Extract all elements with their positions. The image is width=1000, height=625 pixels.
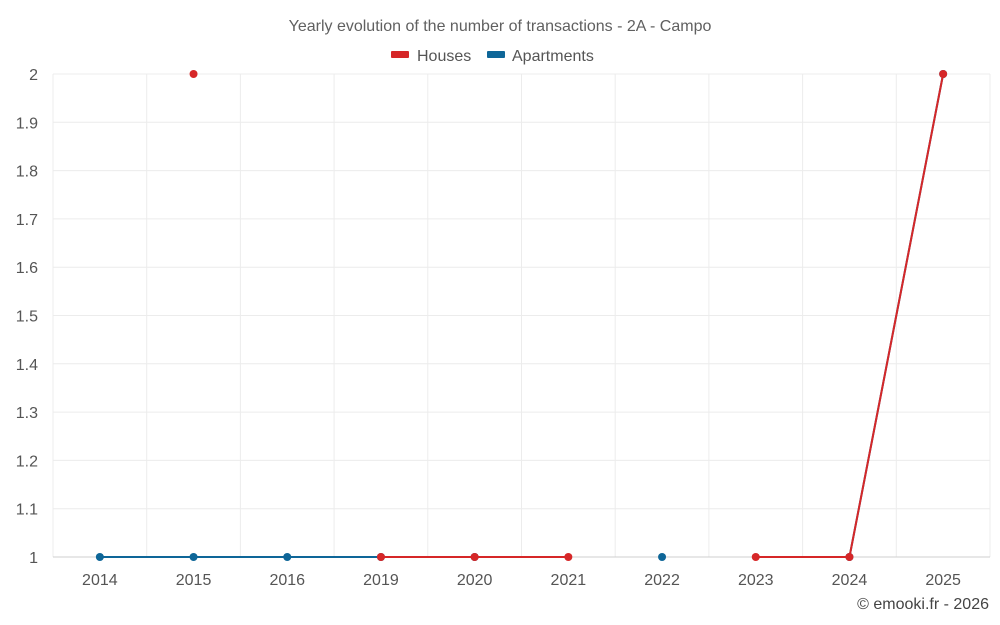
copyright-credit: © emooki.fr - 2026 xyxy=(857,596,989,613)
data-point-houses[interactable] xyxy=(751,553,760,561)
y-tick-label: 1.6 xyxy=(16,260,38,277)
y-tick-label: 2 xyxy=(29,67,38,84)
y-tick-label: 1.4 xyxy=(16,357,38,374)
y-tick-label: 1 xyxy=(29,550,38,567)
data-point-houses[interactable] xyxy=(376,553,385,561)
data-point-houses[interactable] xyxy=(845,553,854,561)
grid xyxy=(52,73,991,558)
x-tick-label: 2020 xyxy=(457,572,493,589)
legend-label-houses: Houses xyxy=(417,48,471,65)
y-tick-label: 1.7 xyxy=(16,212,38,229)
y-tick-label: 1.3 xyxy=(16,405,38,422)
x-tick-label: 2015 xyxy=(176,572,212,589)
y-tick-label: 1.1 xyxy=(16,502,38,519)
series-line-houses xyxy=(848,73,945,558)
legend: Houses Apartments xyxy=(391,48,594,65)
data-point-apartments[interactable] xyxy=(658,553,667,561)
x-tick-label: 2016 xyxy=(269,572,305,589)
data-point-apartments[interactable] xyxy=(283,553,292,561)
x-tick-label: 2023 xyxy=(738,572,774,589)
chart-title: Yearly evolution of the number of transa… xyxy=(289,18,712,35)
data-point-houses[interactable] xyxy=(189,70,198,78)
x-tick-label: 2019 xyxy=(363,572,399,589)
legend-item-houses[interactable]: Houses xyxy=(391,48,471,65)
series-layer xyxy=(95,70,948,561)
data-point-houses[interactable] xyxy=(939,70,948,78)
y-tick-label: 1.5 xyxy=(16,309,38,326)
data-point-houses[interactable] xyxy=(564,553,573,561)
y-tick-label: 1.2 xyxy=(16,453,38,470)
legend-swatch-apartments xyxy=(487,51,505,58)
x-tick-label: 2025 xyxy=(925,572,961,589)
x-tick-label: 2022 xyxy=(644,572,680,589)
legend-item-apartments[interactable]: Apartments xyxy=(487,48,594,65)
x-axis: 2014 2015 2016 2019 2020 2021 2022 2023 2024 2025 xyxy=(82,572,961,589)
data-point-houses[interactable] xyxy=(470,553,479,561)
legend-swatch-houses xyxy=(391,51,409,58)
legend-label-apartments: Apartments xyxy=(512,48,594,65)
series-houses xyxy=(189,70,948,561)
x-tick-label: 2024 xyxy=(832,572,868,589)
y-tick-label: 1.8 xyxy=(16,164,38,181)
y-axis: 1 1.1 1.2 1.3 1.4 1.5 1.6 1.7 1.8 1.9 2 xyxy=(16,67,38,567)
data-point-apartments[interactable] xyxy=(95,553,104,561)
y-tick-label: 1.9 xyxy=(16,115,38,132)
x-tick-label: 2014 xyxy=(82,572,118,589)
data-point-apartments[interactable] xyxy=(189,553,198,561)
x-tick-label: 2021 xyxy=(551,572,587,589)
